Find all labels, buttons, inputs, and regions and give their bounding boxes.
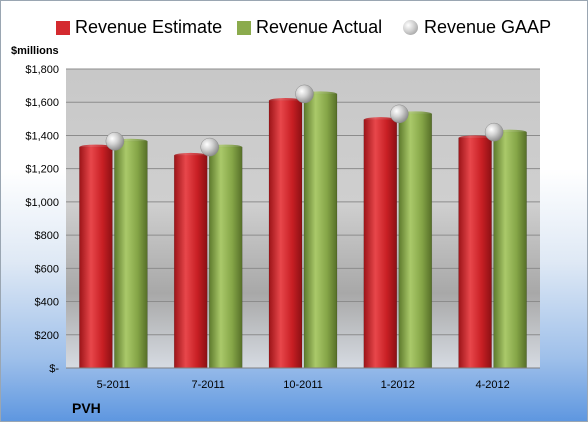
y-tick-label: $1,400 <box>25 130 59 142</box>
x-tick-label: 10-2011 <box>283 379 323 391</box>
legend-label-revenue-estimate: Revenue Estimate <box>75 17 223 37</box>
gaap-marker <box>105 132 125 151</box>
bar-revenue-actual <box>114 141 148 369</box>
bar-revenue-estimate <box>79 146 113 369</box>
x-axis-labels: 5-2011 7-2011 10-2011 1-2012 4-2012 <box>97 379 510 391</box>
x-tick-label: 7-2011 <box>191 379 224 391</box>
y-tick-label: $600 <box>35 263 59 275</box>
company-label: PVH <box>72 400 101 416</box>
bar-top-revenue-estimate <box>79 144 113 150</box>
y-tick-label: $- <box>49 363 59 375</box>
bars <box>79 91 527 369</box>
legend: Revenue Estimate Revenue Actual Revenue … <box>1 17 587 43</box>
y-axis-labels: $- $200 $400 $600 $800 $1,000 $1,200 $1,400 $1,6… <box>25 64 59 375</box>
y-tick-label: $400 <box>35 297 59 309</box>
y-tick-label: $1,000 <box>25 197 59 209</box>
y-tick-label: $200 <box>35 330 59 342</box>
bar-top-revenue-estimate <box>363 117 397 123</box>
gaap-markers <box>105 84 504 157</box>
bar-revenue-actual <box>493 131 527 369</box>
legend-marker-revenue-gaap <box>403 20 418 35</box>
x-tick-label: 5-2011 <box>97 379 130 391</box>
y-tick-label: $800 <box>35 230 59 242</box>
legend-label-revenue-gaap: Revenue GAAP <box>424 17 552 37</box>
bar-top-revenue-estimate <box>269 98 302 104</box>
bar-revenue-estimate <box>363 119 398 369</box>
y-unit-label: $millions <box>11 45 59 57</box>
bar-revenue-estimate <box>458 137 492 369</box>
legend-item-revenue-estimate: Revenue Estimate <box>56 17 222 38</box>
gaap-marker <box>200 137 219 157</box>
bar-revenue-estimate <box>268 100 303 369</box>
legend-item-revenue-actual: Revenue Actual <box>237 17 382 38</box>
x-tick-label: 4-2012 <box>475 379 509 391</box>
bar-top-revenue-estimate <box>174 152 208 158</box>
gaap-marker <box>390 104 409 124</box>
y-tick-label: $1,600 <box>25 97 59 109</box>
gaap-marker <box>295 84 314 104</box>
legend-item-revenue-gaap: Revenue GAAP <box>403 17 551 38</box>
bar-revenue-estimate <box>173 155 208 369</box>
bar-revenue-actual <box>208 146 243 369</box>
legend-swatch-revenue-estimate <box>56 20 70 35</box>
x-tick-label: 1-2012 <box>381 379 415 391</box>
legend-swatch-revenue-actual <box>237 20 251 35</box>
bar-revenue-actual <box>303 93 338 369</box>
bar-top-revenue-estimate <box>458 135 492 141</box>
gaap-marker <box>484 122 504 142</box>
y-tick-label: $1,200 <box>25 164 59 176</box>
y-tick-label: $1,800 <box>25 64 59 76</box>
legend-label-revenue-actual: Revenue Actual <box>256 17 383 37</box>
bar-revenue-actual <box>398 113 433 369</box>
